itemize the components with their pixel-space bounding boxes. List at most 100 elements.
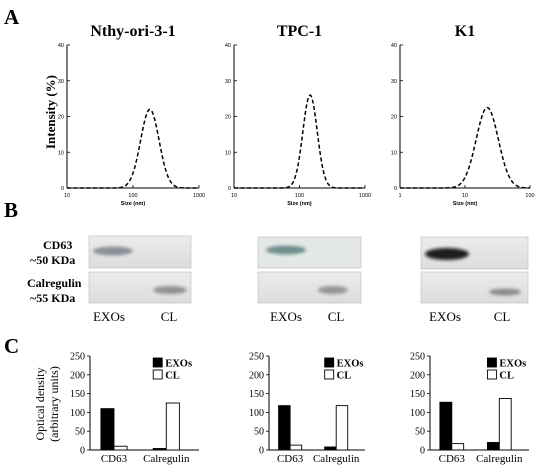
y-tick-label: 0 <box>228 186 231 192</box>
lane-label-cl: CL <box>494 309 511 324</box>
y-tick-label: 200 <box>249 370 264 381</box>
y-tick-label: 30 <box>58 79 64 85</box>
y-tick-label: 100 <box>70 408 85 419</box>
bar-exos-calregulin <box>324 446 337 451</box>
x-tick-label: 1000 <box>193 193 205 199</box>
legend-label-cl: CL <box>165 371 180 382</box>
x-category-label: Calregulin <box>313 453 360 465</box>
distribution-curve <box>400 106 531 189</box>
y-tick-label: 250 <box>410 352 425 363</box>
x-category-label: Calregulin <box>476 453 523 465</box>
bar-cl-cd63 <box>113 445 128 451</box>
x-category-label: CD63 <box>277 453 304 465</box>
x-tick-label: 10 <box>231 193 237 199</box>
y-tick-label: 150 <box>410 389 425 400</box>
y-tick-label: 40 <box>58 43 64 49</box>
bar-exos-calregulin <box>486 442 500 451</box>
legend-swatch-cl <box>324 369 335 380</box>
x-tick-label: 100 <box>525 193 534 199</box>
x-tick-label: 10 <box>462 193 468 199</box>
blot-calregulin-strip <box>257 271 362 304</box>
blot-band-calregulin-cl <box>489 288 521 296</box>
chart-title: K1 <box>455 23 475 40</box>
y-tick-label: 30 <box>391 79 397 85</box>
legend-label-exos: EXOs <box>165 359 192 370</box>
calregulin-label: Calregulin <box>27 276 82 290</box>
y-tick-label: 50 <box>254 427 264 438</box>
x-category-label: CD63 <box>101 453 128 465</box>
panel-c-ylabel-line2: (arbitrary units) <box>47 366 61 442</box>
bar-exos-cd63 <box>100 408 115 451</box>
legend-swatch-cl <box>152 369 163 380</box>
y-tick-label: 0 <box>80 446 85 457</box>
x-tick-label: 100 <box>295 193 304 199</box>
legend-swatch-exos <box>152 357 163 368</box>
y-tick-label: 20 <box>225 115 231 121</box>
western-blot-labels: CD63 ~50 KDa Calregulin ~55 KDa <box>27 238 82 305</box>
western-blot-tpc1: EXOs CL <box>257 236 362 324</box>
legend-label-cl: CL <box>499 371 514 382</box>
y-tick-label: 50 <box>75 427 85 438</box>
bar-cl-calregulin <box>498 398 512 451</box>
lane-label-cl: CL <box>328 309 345 324</box>
x-axis-label: Size (nm) <box>287 201 312 207</box>
y-tick-label: 0 <box>420 446 425 457</box>
chart-title: Nthy-ori-3-1 <box>90 23 175 40</box>
y-tick-label: 40 <box>225 43 231 49</box>
blot-band-cd63-exos <box>266 245 306 255</box>
distribution-curve <box>234 94 365 189</box>
y-tick-label: 10 <box>58 150 64 156</box>
cd63-kda-label: ~50 KDa <box>30 253 75 267</box>
y-tick-label: 0 <box>394 186 397 192</box>
western-blot-k1: EXOs CL <box>420 236 529 324</box>
lane-label-exos: EXOs <box>93 309 125 324</box>
y-tick-label: 200 <box>410 370 425 381</box>
y-tick-label: 150 <box>249 389 264 400</box>
bar-exos-cd63 <box>439 401 453 451</box>
x-tick-label: 1000 <box>359 193 371 199</box>
y-tick-label: 10 <box>391 150 397 156</box>
western-blot-nthy: EXOs CL <box>88 235 192 324</box>
x-tick-label: 1 <box>398 193 401 199</box>
panel-c-ylabel: Optical density (arbitrary units) <box>33 366 61 442</box>
x-category-label: Calregulin <box>143 453 190 465</box>
blot-band-cd63-exos <box>93 246 133 256</box>
legend-label-cl: CL <box>337 371 352 382</box>
cd63-label: CD63 <box>43 238 72 252</box>
bar-cl-cd63 <box>289 444 303 451</box>
panel-label-b: B <box>4 198 18 222</box>
x-axis-label: Size (nm) <box>121 201 146 207</box>
legend-label-exos: EXOs <box>337 359 364 370</box>
blot-band-calregulin-cl <box>153 286 187 294</box>
lane-label-cl: CL <box>161 309 178 324</box>
size-distribution-chart-k1: K1 0 10 20 30 40 1 10 100 Size (nm) <box>391 23 535 207</box>
x-tick-label: 10 <box>64 193 70 199</box>
lane-label-exos: EXOs <box>429 309 461 324</box>
panel-label-a: A <box>4 5 20 29</box>
legend-label-exos: EXOs <box>499 359 526 370</box>
panel-a-ylabel: Intensity (%) <box>43 75 58 149</box>
bar-cl-calregulin <box>335 405 349 451</box>
y-tick-label: 0 <box>61 186 64 192</box>
y-tick-label: 200 <box>70 370 85 381</box>
bar-cl-cd63 <box>451 443 465 451</box>
y-tick-label: 10 <box>225 150 231 156</box>
panel-label-c: C <box>4 334 19 358</box>
bar-exos-cd63 <box>278 405 291 451</box>
y-tick-label: 20 <box>391 115 397 121</box>
lane-label-exos: EXOs <box>270 309 302 324</box>
panel-c-ylabel-line1: Optical density <box>33 368 47 441</box>
y-tick-label: 30 <box>225 79 231 85</box>
y-tick-label: 20 <box>58 115 64 121</box>
y-tick-label: 150 <box>70 389 85 400</box>
x-axis-label: Size (nm) <box>453 201 478 207</box>
y-tick-label: 250 <box>70 352 85 363</box>
blot-band-cd63-exos <box>425 248 469 260</box>
calregulin-kda-label: ~55 KDa <box>30 291 75 305</box>
